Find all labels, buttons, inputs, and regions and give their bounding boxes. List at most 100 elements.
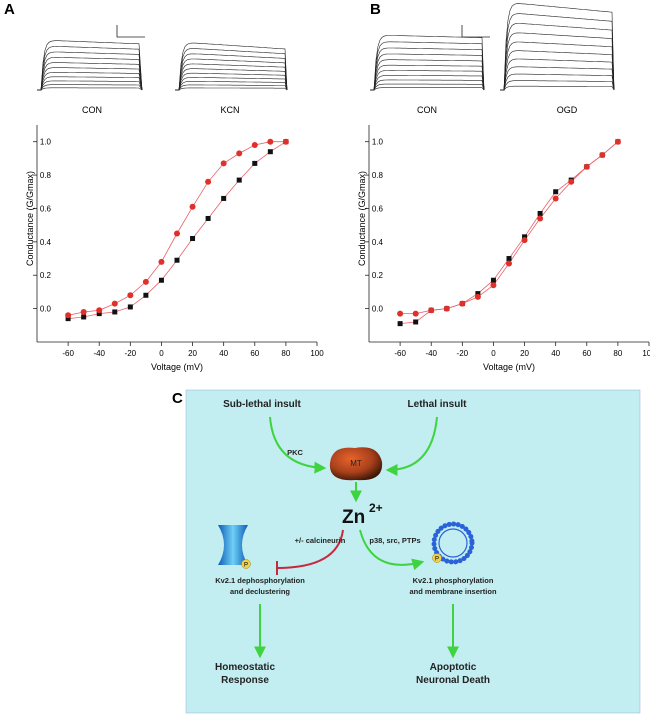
current-trace xyxy=(37,67,143,91)
x-axis-label: Voltage (mV) xyxy=(483,362,535,372)
insult-label: Sub-lethal insult xyxy=(223,399,301,410)
x-tick-label: 20 xyxy=(188,349,197,358)
panel-label: B xyxy=(370,1,381,18)
arrow xyxy=(269,416,327,474)
current-trace xyxy=(370,47,485,91)
fit-curve xyxy=(68,141,286,316)
current-trace xyxy=(37,76,143,91)
y-tick-label: 1.0 xyxy=(40,138,52,147)
outcome-label: Apoptotic xyxy=(430,662,477,673)
phospho-icon xyxy=(432,553,442,563)
y-tick-label: 0.2 xyxy=(40,271,52,280)
current-trace xyxy=(37,57,143,91)
scale-bar xyxy=(116,25,490,38)
x-tick-label: 40 xyxy=(219,349,228,358)
x-tick-label: 0 xyxy=(491,349,496,358)
phospho-label: P xyxy=(435,557,439,563)
current-trace xyxy=(175,77,288,91)
point xyxy=(553,189,559,195)
trace-label: CON xyxy=(417,105,437,115)
point xyxy=(174,257,180,263)
current-trace xyxy=(500,73,615,91)
current-trace xyxy=(500,13,615,91)
current-trace xyxy=(175,53,288,91)
current-trace xyxy=(175,68,288,91)
current-trace xyxy=(500,66,615,91)
trace-label: KCN xyxy=(220,105,239,115)
mt-label: MT xyxy=(350,459,362,468)
current-trace xyxy=(37,84,143,91)
point xyxy=(96,307,103,314)
x-tick-label: -20 xyxy=(125,349,137,358)
x-tick-label: -60 xyxy=(62,349,74,358)
point xyxy=(552,195,559,202)
effect-label: and declustering xyxy=(230,587,290,596)
x-tick-label: 40 xyxy=(551,349,560,358)
point xyxy=(65,316,71,322)
current-traces xyxy=(37,3,615,91)
x-tick-label: 100 xyxy=(310,349,324,358)
current-trace xyxy=(370,83,485,91)
panel-label: A xyxy=(4,1,15,18)
current-trace xyxy=(37,62,143,91)
current-trace xyxy=(500,23,615,91)
point xyxy=(583,163,590,170)
point xyxy=(506,260,512,267)
point xyxy=(522,234,528,240)
current-trace xyxy=(370,75,485,91)
x-tick-label: -20 xyxy=(457,349,469,358)
point xyxy=(190,236,196,242)
current-trace xyxy=(175,72,288,91)
current-trace xyxy=(175,81,288,91)
effect-label: Kv2.1 phosphorylation xyxy=(413,576,494,585)
effect-label: Kv2.1 dephosphorylation xyxy=(215,576,305,585)
current-trace xyxy=(37,87,143,91)
insult-label: Lethal insult xyxy=(408,399,468,410)
point xyxy=(143,292,149,298)
x-tick-label: 60 xyxy=(582,349,591,358)
current-trace xyxy=(370,64,485,91)
x-axis-label: Voltage (mV) xyxy=(151,362,203,372)
current-trace xyxy=(370,41,485,91)
phospho-label: P xyxy=(244,563,248,569)
point xyxy=(80,308,87,315)
point xyxy=(412,310,419,317)
y-tick-label: 0.6 xyxy=(40,204,52,213)
zinc-label: Zn xyxy=(342,507,365,528)
point xyxy=(267,149,273,155)
y-tick-label: 0.0 xyxy=(40,305,52,314)
point xyxy=(252,160,258,166)
y-tick-label: 0.2 xyxy=(372,271,384,280)
point xyxy=(205,178,212,185)
current-trace xyxy=(175,87,288,91)
x-tick-label: 80 xyxy=(281,349,290,358)
point xyxy=(537,215,544,222)
y-axis-label: Conductance (G/Gmax) xyxy=(25,171,35,266)
point xyxy=(142,278,149,285)
point xyxy=(459,300,466,307)
current-trace xyxy=(175,48,288,91)
diagram-background xyxy=(185,389,641,714)
point xyxy=(112,309,118,315)
x-tick-label: 100 xyxy=(642,349,650,358)
trace-label: CON xyxy=(82,105,102,115)
current-trace xyxy=(370,53,485,91)
y-tick-label: 0.6 xyxy=(372,204,384,213)
point xyxy=(599,152,606,159)
point xyxy=(81,314,87,320)
arrow xyxy=(359,529,425,571)
current-trace xyxy=(37,46,143,91)
point xyxy=(158,258,165,265)
point xyxy=(490,282,497,289)
current-trace xyxy=(37,72,143,91)
point xyxy=(443,305,450,312)
x-tick-label: 60 xyxy=(250,349,259,358)
y-tick-label: 0.0 xyxy=(372,305,384,314)
current-trace xyxy=(500,58,615,91)
point xyxy=(282,138,289,145)
point xyxy=(189,203,196,210)
y-tick-label: 0.8 xyxy=(40,171,52,180)
current-trace xyxy=(370,70,485,91)
point xyxy=(96,311,102,317)
x-tick-label: -40 xyxy=(93,349,105,358)
